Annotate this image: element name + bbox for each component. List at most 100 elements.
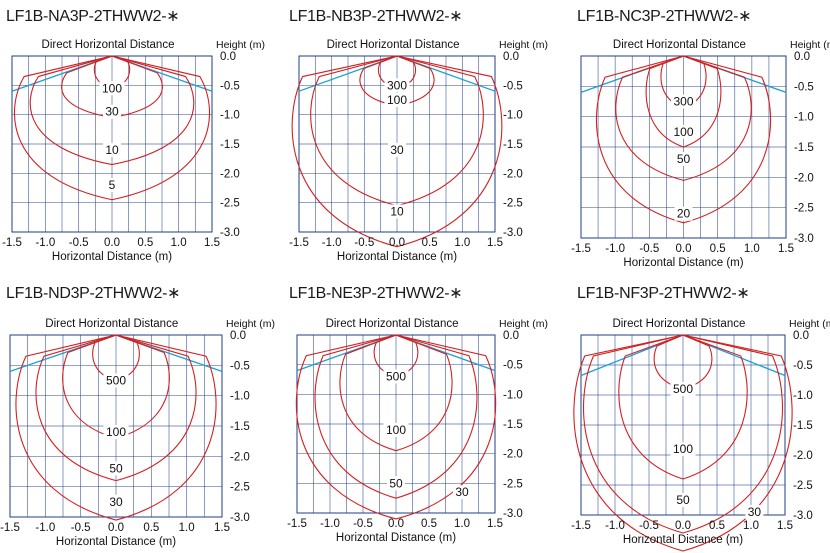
y-tick-label: -0.5 bbox=[230, 360, 250, 372]
contour-line bbox=[15, 334, 217, 521]
chart-title: LF1B-NE3P-2THWW2-∗ bbox=[289, 285, 463, 302]
contour-line bbox=[618, 334, 748, 480]
y-tick-label: -2.5 bbox=[503, 198, 523, 210]
chart-title: LF1B-ND3P-2THWW2-∗ bbox=[6, 285, 181, 302]
y-tick-label: 0.0 bbox=[503, 330, 519, 342]
contour-label-bg bbox=[383, 369, 409, 384]
contour-label-bg bbox=[99, 81, 125, 96]
contour-label: 500 bbox=[673, 382, 693, 396]
x-tick-label: 1.0 bbox=[171, 237, 187, 249]
chart-title: LF1B-NB3P-2THWW2-∗ bbox=[289, 8, 463, 25]
y-tick-label: -3.0 bbox=[230, 512, 250, 524]
y-tick-label: -3.0 bbox=[220, 227, 240, 239]
x-tick-label: -1.0 bbox=[605, 243, 625, 255]
chart-panel-nb3p: LF1B-NB3P-2THWW2-∗ 300 100 30 10 Direct Hori… bbox=[289, 6, 549, 276]
y-tick-label: -1.5 bbox=[503, 139, 523, 151]
x-tick-label: 0.5 bbox=[137, 237, 153, 249]
grid bbox=[580, 55, 787, 239]
x-tick-label: -1.0 bbox=[320, 518, 340, 530]
contour-line bbox=[339, 334, 453, 452]
contour-line bbox=[615, 55, 752, 181]
contour-label-bg bbox=[674, 493, 692, 507]
y-tick-label: -1.0 bbox=[220, 110, 240, 122]
contour-line bbox=[573, 334, 793, 552]
x-tick-label: 1.5 bbox=[777, 520, 793, 532]
contour-label: 5 bbox=[109, 178, 116, 192]
chart-panel-nf3p: LF1B-NF3P-2THWW2-∗ 500 100 50 30 Direct Hori… bbox=[571, 283, 830, 553]
x-tick-label: -1.5 bbox=[289, 237, 309, 249]
y-tick-label: -1.5 bbox=[793, 420, 813, 432]
top-axis-label: Direct Horizontal Distance bbox=[613, 39, 746, 51]
contour-label-bg bbox=[106, 178, 118, 193]
x-tick-label: 0.0 bbox=[108, 522, 124, 534]
y-tick-label: -2.5 bbox=[503, 478, 523, 490]
contour-label: 30 bbox=[105, 105, 119, 119]
x-tick-label: -1.5 bbox=[0, 522, 20, 534]
contour-label-bg bbox=[674, 152, 693, 167]
contour-label-bg bbox=[384, 78, 410, 93]
contour-label: 30 bbox=[455, 485, 469, 499]
contour-line bbox=[13, 55, 211, 201]
contour-label-bg bbox=[107, 494, 125, 509]
x-tick-label: -1.0 bbox=[35, 237, 55, 249]
y-tick-label: -1.0 bbox=[793, 390, 813, 402]
contour-label-bg bbox=[103, 104, 121, 119]
contour-label-bg bbox=[103, 142, 121, 157]
contour-label: 50 bbox=[676, 493, 690, 507]
y-tick-label: -0.5 bbox=[793, 360, 813, 372]
contour-label: 100 bbox=[386, 423, 406, 437]
y-tick-label: 0.0 bbox=[220, 51, 236, 63]
y-tick-label: -1.0 bbox=[503, 389, 523, 401]
y-tick-label: -2.5 bbox=[230, 482, 250, 494]
y-tick-label: -0.5 bbox=[503, 360, 523, 372]
x-tick-label: 1.0 bbox=[179, 522, 195, 534]
x-tick-label: -1.0 bbox=[322, 237, 342, 249]
chart-panel-ne3p: LF1B-NE3P-2THWW2-∗ 500 100 50 30 Direct Hori… bbox=[287, 283, 549, 553]
contour-label: 50 bbox=[389, 476, 403, 490]
x-tick-label: -1.0 bbox=[605, 520, 625, 532]
y-tick-label: -2.0 bbox=[503, 449, 523, 461]
x-axis-label: Horizontal Distance (m) bbox=[56, 536, 176, 548]
contour-line bbox=[595, 55, 772, 224]
x-tick-label: 0.5 bbox=[710, 243, 726, 255]
x-tick-label: 1.5 bbox=[214, 522, 230, 534]
x-tick-label: -0.5 bbox=[69, 237, 89, 249]
y-tick-label: -2.5 bbox=[220, 198, 240, 210]
y-axis-label: Height (m) bbox=[216, 39, 265, 51]
y-tick-label: -1.0 bbox=[794, 112, 814, 124]
contour-label: 20 bbox=[677, 207, 691, 221]
x-tick-label: -1.5 bbox=[2, 237, 22, 249]
contour-chart-na3p: 100 30 10 5 Direct Horizontal Distance Height… bbox=[2, 39, 265, 263]
y-tick-label: -2.0 bbox=[230, 451, 250, 463]
contour-line bbox=[645, 55, 722, 148]
x-tick-label: 0.5 bbox=[421, 518, 437, 530]
y-tick-label: -2.0 bbox=[794, 172, 814, 184]
x-axis-label: Horizontal Distance (m) bbox=[52, 251, 172, 263]
contour-label: 10 bbox=[390, 204, 404, 218]
contour-label: 30 bbox=[390, 143, 404, 157]
y-tick-label: 0.0 bbox=[794, 51, 810, 63]
y-tick-label: -1.0 bbox=[230, 391, 250, 403]
contour-label: 500 bbox=[106, 374, 126, 388]
contour-chart-ne3p: 500 100 50 30 Direct Horizontal Distance Heig… bbox=[287, 318, 548, 544]
y-tick-label: -0.5 bbox=[220, 80, 240, 92]
contour-label: 300 bbox=[387, 78, 407, 92]
x-tick-label: -1.0 bbox=[35, 522, 55, 534]
contour-label: 10 bbox=[105, 143, 119, 157]
contour-label-bg bbox=[384, 93, 410, 107]
y-tick-label: -2.5 bbox=[794, 203, 814, 215]
y-axis-label: Height (m) bbox=[226, 318, 275, 330]
x-axis-label: Horizontal Distance (m) bbox=[336, 532, 456, 544]
x-tick-label: 1.5 bbox=[778, 243, 794, 255]
contour-label-bg bbox=[103, 373, 129, 388]
contour-label: 500 bbox=[386, 370, 406, 384]
contour-label-bg bbox=[670, 382, 696, 396]
chart-panel-na3p: LF1B-NA3P-2THWW2-∗ 100 30 10 5 Direct Horizo… bbox=[2, 6, 266, 276]
contour-label-bg bbox=[387, 476, 405, 491]
contour-label: 50 bbox=[677, 152, 691, 166]
grid bbox=[9, 334, 223, 518]
x-tick-label: -0.5 bbox=[353, 518, 373, 530]
y-tick-label: -3.0 bbox=[503, 508, 523, 520]
contour-label-bg bbox=[671, 124, 696, 139]
